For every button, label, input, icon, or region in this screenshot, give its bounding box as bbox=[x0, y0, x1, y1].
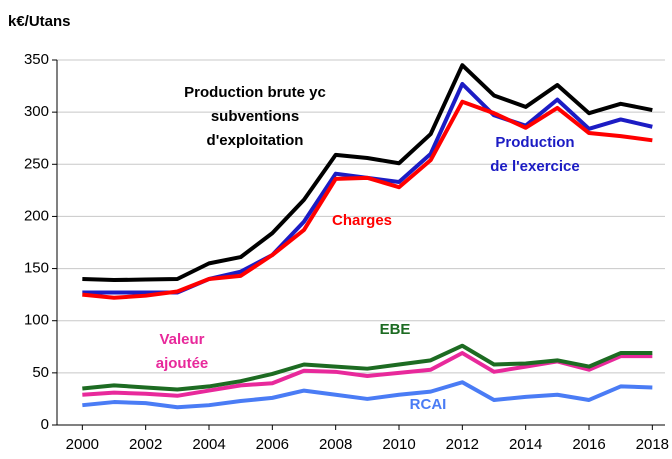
x-tick-label: 2004 bbox=[192, 436, 225, 453]
x-tick-label: 2016 bbox=[572, 436, 605, 453]
y-tick-label: 300 bbox=[24, 103, 49, 120]
series-label: Production de l'exercice bbox=[490, 134, 580, 175]
x-tick-label: 2012 bbox=[446, 436, 479, 453]
x-tick-label: 2018 bbox=[636, 436, 669, 453]
x-tick-label: 2014 bbox=[509, 436, 542, 453]
y-tick-label: 150 bbox=[24, 260, 49, 277]
x-tick-label: 2008 bbox=[319, 436, 352, 453]
y-tick-label: 350 bbox=[24, 51, 49, 68]
y-tick-label: 0 bbox=[41, 416, 49, 433]
y-axis-label: k€/Utans bbox=[8, 13, 71, 30]
x-tick-label: 2002 bbox=[129, 436, 162, 453]
y-tick-label: 50 bbox=[32, 364, 49, 381]
series-label: EBE bbox=[379, 321, 411, 338]
y-tick-label: 200 bbox=[24, 207, 49, 224]
series-line bbox=[82, 380, 653, 410]
x-tick-label: 2006 bbox=[256, 436, 289, 453]
series-line bbox=[82, 63, 653, 283]
x-tick-label: 2010 bbox=[382, 436, 415, 453]
series-label: Valeur ajoutée bbox=[155, 331, 209, 372]
x-tick-label: 2000 bbox=[66, 436, 99, 453]
y-tick-label: 100 bbox=[24, 312, 49, 329]
series-line bbox=[82, 99, 653, 300]
series-label: RCAI bbox=[409, 396, 447, 413]
series-label: Charges bbox=[331, 212, 393, 229]
y-tick-label: 250 bbox=[24, 155, 49, 172]
series-line bbox=[82, 343, 653, 392]
series-label: Production brute yc subventions d'exploi… bbox=[184, 84, 326, 149]
